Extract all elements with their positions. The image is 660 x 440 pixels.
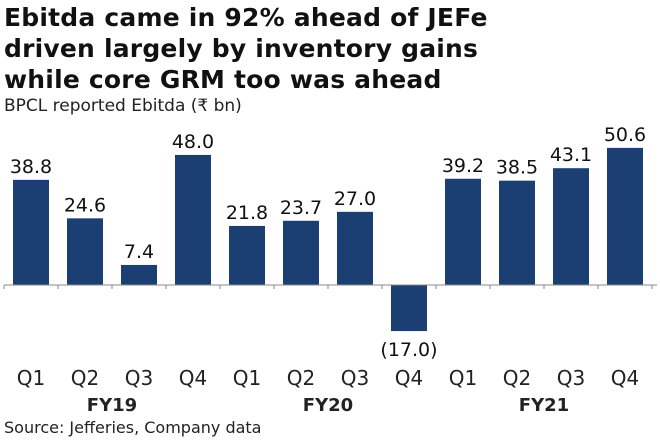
title-line: driven largely by inventory gains [4,34,479,63]
data-label: 38.5 [496,157,538,179]
x-tick-label: Q1 [449,366,477,390]
data-label: 24.6 [64,194,106,216]
group-label: FY19 [87,395,137,416]
data-label: 50.6 [604,124,646,146]
x-tick-label: Q2 [287,366,315,390]
group-label: FY21 [519,395,569,416]
bar [499,180,535,285]
group-label: FY20 [303,395,353,416]
data-label: 7.4 [124,241,154,263]
bar [13,179,49,285]
x-tick-label: Q3 [557,366,585,390]
x-tick-label: Q4 [611,366,639,390]
data-label: 39.2 [442,155,484,177]
chart-title: Ebitda came in 92% ahead of JEFe driven … [4,2,488,95]
bar [337,211,373,285]
data-label: 27.0 [334,188,376,210]
x-tick-label: Q2 [71,366,99,390]
x-tick-label: Q1 [17,366,45,390]
bar [553,168,589,285]
data-label: 43.1 [550,144,592,166]
title-line: while core GRM too was ahead [4,65,442,94]
bar [175,154,211,285]
bar [445,178,481,285]
bar [607,147,643,285]
title-line: Ebitda came in 92% ahead of JEFe [4,3,488,32]
data-label: (17.0) [380,339,437,361]
data-label: 23.7 [280,197,322,219]
bar [67,218,103,285]
bar [283,220,319,285]
chart-subtitle: BPCL reported Ebitda (₹ bn) [4,96,242,116]
data-label: 48.0 [172,131,214,153]
source-note: Source: Jefferies, Company data [4,418,262,437]
x-tick-label: Q3 [341,366,369,390]
x-tick-label: Q1 [233,366,261,390]
x-tick-label: Q3 [125,366,153,390]
bar [229,225,265,285]
x-tick-label: Q2 [503,366,531,390]
x-tick-label: Q4 [395,366,423,390]
x-tick-label: Q4 [179,366,207,390]
data-label: 38.8 [10,156,52,178]
bar [391,285,427,332]
data-label: 21.8 [226,202,268,224]
bar [121,264,157,285]
